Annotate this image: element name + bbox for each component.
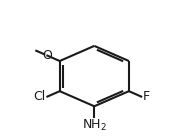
Text: Cl: Cl — [33, 90, 46, 103]
Text: F: F — [143, 90, 150, 103]
Text: O: O — [43, 49, 52, 62]
Text: NH$_2$: NH$_2$ — [82, 118, 107, 133]
